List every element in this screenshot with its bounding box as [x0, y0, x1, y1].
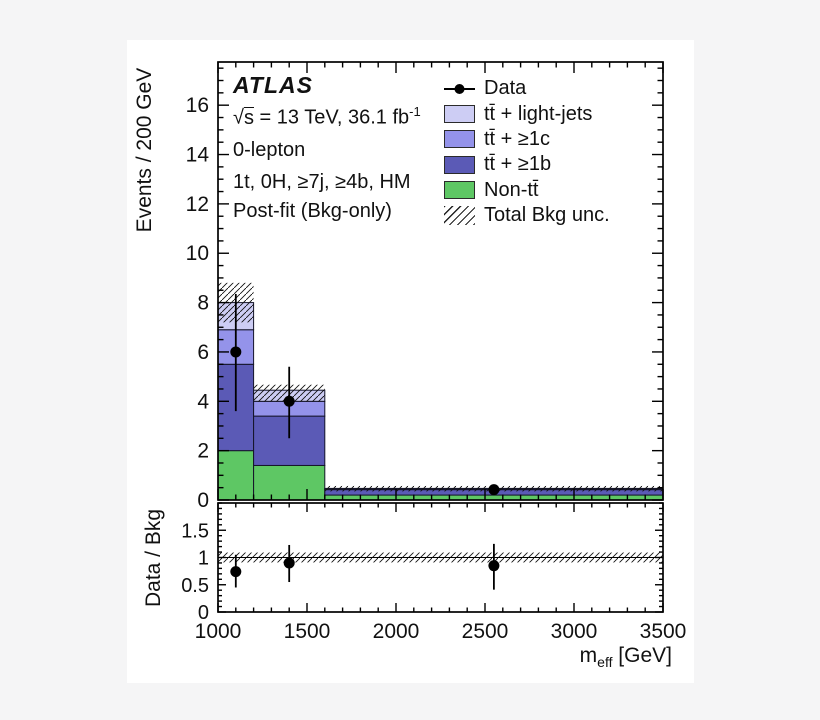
selection-label: 1t, 0H, ≥7j, ≥4b, HM — [233, 171, 411, 193]
lumi-text: = 13 TeV, 36.1 fb — [253, 106, 410, 129]
x-axis-title-unit: [GeV] — [612, 644, 672, 667]
y-tick-label: 14 — [186, 144, 210, 167]
legend-item-non-tt: Non-tt̄ — [444, 178, 610, 203]
x-tick-label: 3500 — [640, 620, 687, 643]
data-point — [283, 395, 295, 407]
ratio-point — [230, 566, 242, 578]
histogram-bar-segment — [217, 450, 255, 501]
y-tick-label: 10 — [186, 242, 209, 265]
luminosity-label: √s = 13 TeV, 36.1 fb-1 — [233, 104, 421, 130]
ratio-y-tick-label: 1 — [198, 548, 209, 570]
legend-label-total-bkg-unc: Total Bkg unc. — [484, 204, 610, 227]
channel-label: 0-lepton — [233, 139, 306, 161]
x-axis-title-subscript: eff — [597, 654, 613, 671]
x-tick-label: 2500 — [462, 620, 509, 643]
ratio-point — [283, 557, 295, 569]
histogram-bar-segment — [253, 415, 326, 466]
tt-ge1c-swatch — [444, 130, 475, 149]
fit-label: Post-fit (Bkg-only) — [233, 200, 392, 222]
legend-label-non-tt: Non-tt̄ — [484, 178, 539, 201]
legend-label-data: Data — [484, 77, 527, 100]
x-tick-label: 2000 — [373, 620, 420, 643]
data-point — [230, 346, 242, 358]
legend-item-tt-ge1b: tt̄ + ≥1b — [444, 152, 610, 177]
ratio-point — [488, 560, 500, 572]
ratio-y-tick-label: 0.5 — [181, 575, 209, 597]
y-tick-label: 8 — [197, 292, 209, 315]
x-tick-label: 1500 — [284, 620, 331, 643]
y-tick-label: 12 — [186, 193, 209, 216]
legend-label-tt-ge1c: tt̄ + ≥1c — [484, 127, 551, 150]
non-tt-swatch — [444, 181, 475, 200]
main-panel-frame — [217, 61, 664, 501]
y-tick-label: 4 — [197, 390, 209, 413]
sqrt-s: s — [243, 106, 254, 129]
y-tick-label: 16 — [186, 94, 209, 117]
experiment-label: ATLAS — [233, 72, 313, 98]
legend-item-data: Data — [444, 76, 610, 101]
ratio-y-tick-label: 0 — [198, 602, 209, 624]
tt-ge1b-swatch — [444, 155, 475, 174]
legend-label-tt-light-jets: tt̄ + light-jets — [484, 102, 593, 125]
y-axis-title-events: Events / 200 GeV — [133, 67, 156, 233]
lumi-exponent: -1 — [409, 104, 421, 119]
legend-item-total-bkg-unc: Total Bkg unc. — [444, 203, 610, 228]
data-point — [488, 484, 500, 496]
y-tick-label: 2 — [197, 440, 209, 463]
ratio-y-tick-label: 1.5 — [181, 520, 209, 542]
y-tick-label: 0 — [197, 489, 209, 512]
legend-item-tt-light-jets: tt̄ + light-jets — [444, 101, 610, 126]
x-axis-title: meff [GeV] — [480, 644, 672, 670]
x-axis-title-symbol: m — [579, 644, 598, 667]
data-marker-icon — [444, 81, 475, 97]
legend: Data tt̄ + light-jets tt̄ + ≥1c tt̄ + ≥1… — [444, 76, 610, 228]
x-tick-label: 1000 — [195, 620, 242, 643]
total-bkg-unc-swatch — [444, 206, 475, 226]
sqrt-symbol: √ — [233, 106, 244, 129]
legend-label-tt-ge1b: tt̄ + ≥1b — [484, 153, 552, 176]
tt-light-jets-swatch — [444, 105, 475, 124]
legend-item-tt-ge1c: tt̄ + ≥1c — [444, 127, 610, 152]
y-axis-title-ratio: Data / Bkg — [142, 508, 165, 608]
x-tick-label: 3000 — [551, 620, 598, 643]
y-tick-label: 6 — [197, 341, 209, 364]
